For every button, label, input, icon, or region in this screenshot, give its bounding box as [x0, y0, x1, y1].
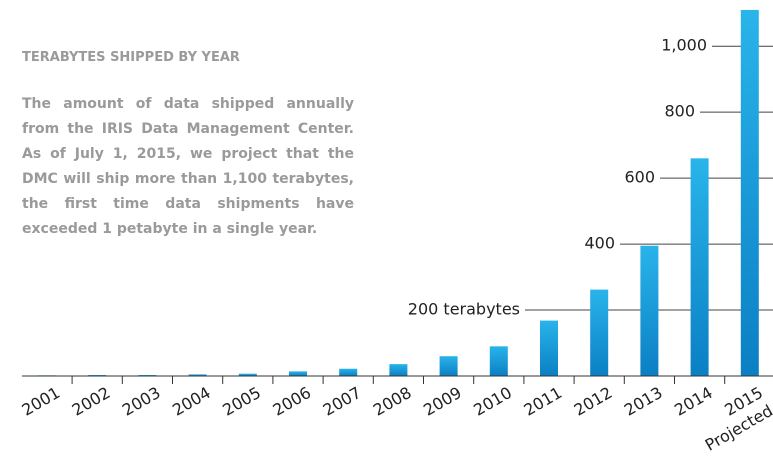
bar [289, 371, 307, 376]
x-tick-label: 2001 [18, 383, 63, 420]
x-tick-label: 2005 [219, 383, 264, 420]
bar [188, 374, 207, 376]
x-tick-label: 2011 [520, 383, 565, 420]
bar [389, 364, 408, 376]
bar [540, 320, 558, 376]
bar [740, 9, 759, 377]
x-tick-label: 2009 [420, 383, 465, 420]
y-tick-label: 1,000 [661, 36, 707, 55]
bar [590, 289, 609, 376]
x-tick-label: 2004 [169, 383, 214, 420]
y-tick-label: 400 [584, 234, 615, 253]
x-tick-label: 2008 [370, 383, 415, 420]
y-tick-label: 200 terabytes [408, 300, 520, 319]
chart-subtitle: The amount of data shipped annually from… [22, 96, 354, 237]
bar [690, 158, 709, 376]
y-tick-label: 600 [624, 168, 655, 187]
x-tick-label: 2003 [119, 383, 164, 420]
x-tick-label: 2010 [470, 383, 515, 420]
bar [489, 346, 508, 376]
x-tick-label: 2007 [320, 383, 365, 420]
bar [238, 373, 257, 376]
x-tick-label: 2013 [621, 383, 666, 420]
x-tick-label: 2012 [571, 383, 616, 420]
bar [439, 356, 458, 376]
bar [339, 368, 358, 376]
x-tick-label: 2014 [671, 383, 716, 420]
x-tick-label: 2006 [269, 383, 314, 420]
bar [640, 245, 659, 376]
x-tick-label: 2002 [69, 383, 114, 420]
chart-title: TERABYTES SHIPPED BY YEAR [22, 50, 240, 65]
y-tick-label: 800 [664, 102, 695, 121]
